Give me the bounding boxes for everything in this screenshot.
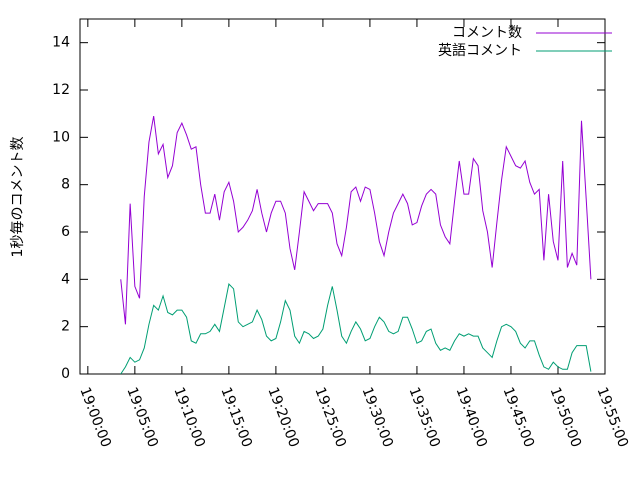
- x-tick-label: 19:15:00: [217, 385, 254, 449]
- y-tick-label: 10: [52, 129, 70, 145]
- plot-border: [79, 18, 606, 375]
- legend-label: コメント数: [452, 25, 522, 41]
- x-tick-label: 19:20:00: [264, 385, 301, 449]
- x-tick-label: 19:30:00: [358, 385, 395, 449]
- x-tick-label: 19:25:00: [311, 385, 348, 449]
- x-tick-label: 19:40:00: [452, 385, 489, 449]
- y-axis-label: 1秒毎のコメント数: [10, 137, 26, 258]
- series-line: [120, 115, 592, 325]
- y-tick-label: 2: [61, 319, 70, 335]
- x-tick-label: 19:50:00: [547, 385, 584, 449]
- x-tick-label: 19:45:00: [500, 385, 537, 449]
- y-tick-label: 14: [52, 35, 70, 51]
- series-line: [120, 283, 592, 375]
- legend-label: 英語コメント: [438, 42, 522, 59]
- x-tick-label: 19:10:00: [170, 385, 207, 449]
- y-tick-label: 4: [61, 271, 70, 287]
- y-tick-label: 0: [61, 366, 70, 382]
- y-tick-label: 6: [61, 224, 70, 240]
- x-tick-label: 19:05:00: [123, 385, 160, 449]
- x-tick-label: 19:00:00: [76, 385, 113, 449]
- x-tick-label: 19:35:00: [405, 385, 442, 449]
- y-tick-label: 8: [61, 177, 70, 193]
- x-tick-label: 19:55:00: [594, 385, 631, 449]
- y-tick-label: 12: [52, 82, 70, 98]
